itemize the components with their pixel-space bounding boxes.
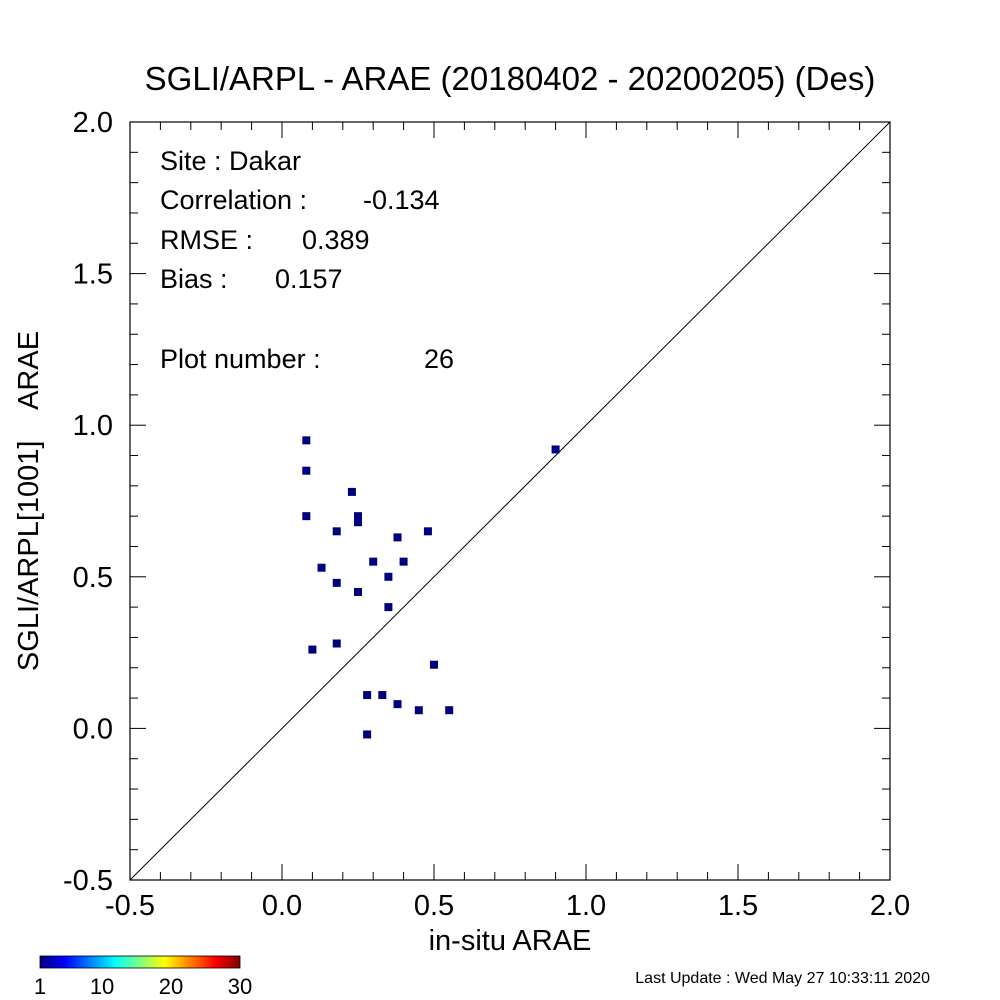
data-point [393, 700, 402, 709]
x-tick-label: 2.0 [870, 890, 910, 922]
one-to-one-line [129, 121, 891, 881]
rmse-label: RMSE : [160, 225, 253, 255]
correlation-value: -0.134 [363, 185, 440, 215]
colorbar-label: 20 [159, 974, 183, 999]
data-point [354, 518, 362, 527]
data-point [302, 436, 311, 445]
data-point [317, 563, 326, 572]
colorbar-label: 10 [90, 974, 114, 999]
data-point [354, 512, 362, 521]
y-tick-labels: -0.5 0.0 0.5 1.0 1.5 2.0 [63, 107, 113, 897]
data-point [332, 578, 341, 587]
data-point [430, 660, 438, 669]
y-axis-label: SGLI/ARPL[1001] ARAE [13, 331, 45, 671]
plot-number-value: 26 [424, 344, 454, 374]
data-point [302, 512, 311, 521]
bias-value: 0.157 [275, 264, 343, 294]
plot-area [129, 121, 891, 881]
data-point [378, 691, 387, 700]
last-update-text: Last Update : Wed May 27 10:33:11 2020 [635, 970, 930, 987]
data-point [347, 487, 356, 496]
x-tick-label: 1.5 [718, 890, 758, 922]
plot-frame [129, 121, 891, 881]
data-point [308, 645, 317, 654]
data-point [393, 533, 402, 542]
data-points [302, 436, 560, 739]
y-tick-label: 0.5 [73, 562, 113, 594]
colorbar-label: 30 [228, 974, 252, 999]
data-point [423, 527, 432, 536]
data-point [363, 691, 372, 700]
correlation-label: Correlation : [160, 185, 307, 215]
data-point [332, 527, 341, 536]
x-tick-label: 0.0 [262, 890, 302, 922]
colorbar-gradient [39, 955, 241, 969]
rmse-value: 0.389 [302, 225, 370, 255]
y-tick-label: 1.0 [73, 410, 113, 442]
y-tick-label: 2.0 [73, 107, 113, 139]
data-point [551, 445, 560, 454]
plot-number-label: Plot number : [160, 344, 321, 374]
stats-annotation: Site : Dakar Correlation : -0.134 RMSE :… [160, 146, 454, 374]
x-tick-label: 0.5 [414, 890, 454, 922]
data-point [369, 557, 378, 566]
bias-label: Bias : [160, 264, 228, 294]
data-point [445, 706, 454, 715]
x-tick-labels: -0.5 0.0 0.5 1.0 1.5 2.0 [105, 890, 910, 922]
y-tick-label: 0.0 [73, 713, 113, 745]
x-tick-label: 1.0 [566, 890, 606, 922]
data-point [414, 706, 423, 715]
y-tick-label: 1.5 [73, 259, 113, 291]
y-tick-label: -0.5 [63, 865, 113, 897]
x-axis-label: in-situ ARAE [429, 925, 592, 957]
data-point [302, 466, 311, 475]
data-point [363, 730, 372, 739]
axis-ticks [129, 121, 891, 881]
x-tick-label: -0.5 [105, 890, 155, 922]
data-point [354, 587, 362, 596]
site-label: Site : Dakar [160, 146, 301, 176]
data-point [332, 639, 341, 648]
colorbar: 1 10 20 30 [34, 955, 252, 999]
colorbar-label: 1 [34, 974, 46, 999]
colorbar-labels: 1 10 20 30 [34, 974, 252, 999]
chart-title: SGLI/ARPL - ARAE (20180402 - 20200205) (… [145, 60, 876, 97]
data-point [384, 572, 393, 581]
data-point [384, 603, 393, 612]
data-point [399, 557, 408, 566]
